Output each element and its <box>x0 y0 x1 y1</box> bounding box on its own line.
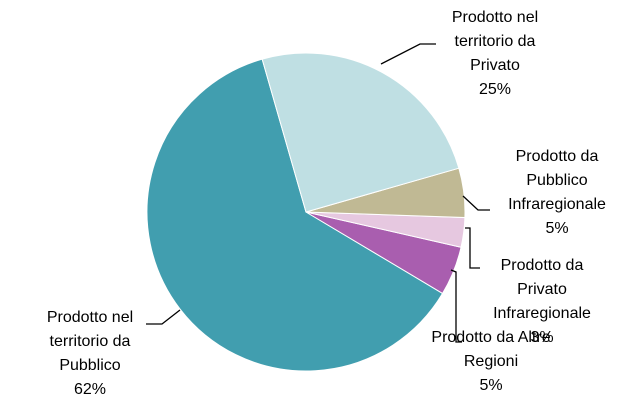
category-label: Prodotto nel territorio da Privato <box>451 9 539 74</box>
leader-line <box>462 195 490 211</box>
leader-line <box>465 227 480 269</box>
slice-label: Prodotto da Altre Regioni 5% <box>429 326 554 398</box>
slice-label: Prodotto nel territorio da Privato 25% <box>433 6 558 102</box>
percent-label: 25% <box>478 81 512 98</box>
leader-line <box>380 43 436 65</box>
leader-line <box>450 269 462 343</box>
percent-label: 62% <box>73 381 107 398</box>
slice-label: Prodotto da Privato Infraregionale 3% <box>477 254 607 350</box>
pie-slice <box>261 52 460 213</box>
percent-label: 3% <box>530 329 554 346</box>
category-label: Prodotto nel territorio da Pubblico <box>46 309 134 374</box>
category-label: Prodotto da Pubblico Infraregionale <box>508 148 606 213</box>
percent-label: 5% <box>479 377 503 394</box>
slice-label: Prodotto da Pubblico Infraregionale 5% <box>492 145 622 241</box>
leader-line <box>146 309 181 325</box>
percent-label: 5% <box>545 220 569 237</box>
pie-slice <box>146 58 444 372</box>
category-label: Prodotto da Altre Regioni <box>431 329 551 370</box>
category-label: Prodotto da Privato Infraregionale <box>493 257 591 322</box>
slice-label: Prodotto nel territorio da Pubblico 62% <box>25 306 155 401</box>
